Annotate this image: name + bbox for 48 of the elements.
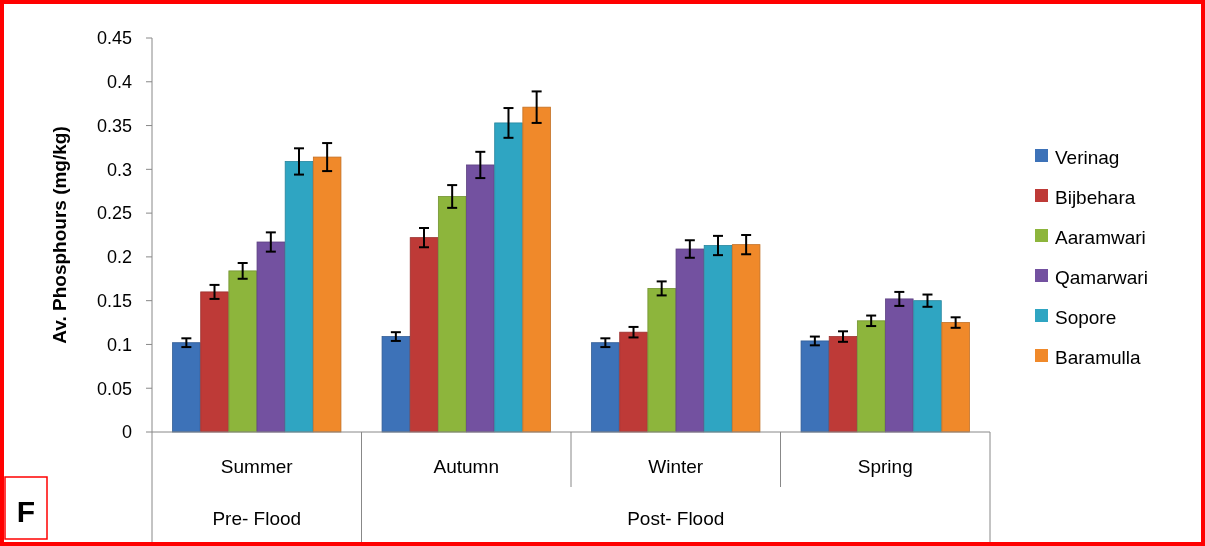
y-tick-label: 0.3 [106, 159, 132, 180]
bar [703, 245, 733, 433]
legend-label: Sopore [1055, 306, 1117, 328]
bar [494, 122, 523, 433]
bar [800, 340, 830, 433]
x-tick-label: Autumn [433, 456, 499, 477]
x-tick-label: Spring [857, 456, 913, 477]
y-tick-label: 0 [121, 422, 132, 443]
bar [885, 298, 914, 433]
legend-label: Qamarwari [1055, 266, 1148, 288]
bar [381, 336, 411, 433]
bar [619, 331, 648, 433]
bar [913, 300, 942, 433]
bar [256, 241, 286, 433]
bar [312, 156, 342, 433]
bar [591, 342, 620, 433]
legend-label: Bijbehara [1055, 186, 1136, 208]
bar [856, 320, 886, 433]
bar [437, 196, 467, 433]
y-tick-label: 0.35 [96, 115, 132, 136]
y-tick-label: 0.1 [106, 334, 132, 355]
legend-label: Aaramwari [1055, 226, 1146, 248]
bar [409, 237, 439, 433]
bar [731, 244, 761, 433]
text: F [16, 495, 36, 528]
y-tick-label: 0.4 [106, 72, 132, 93]
text: Pre- Flood [212, 508, 302, 529]
y-axis-title: Av. Phosphours (mg/kg) [49, 126, 70, 344]
y-tick-label: 0.25 [96, 203, 132, 224]
x-tick-label: Winter [648, 456, 704, 477]
bar [466, 164, 495, 433]
y-tick-label: 0.2 [106, 247, 132, 268]
bar [200, 291, 229, 433]
bar [941, 322, 970, 433]
bar [284, 161, 314, 433]
text: Post- Flood [627, 508, 725, 529]
bar [228, 270, 257, 433]
bar [522, 106, 551, 433]
y-tick-label: 0.45 [96, 28, 132, 49]
bar [172, 342, 201, 433]
legend-label: Verinag [1055, 146, 1120, 168]
legend-label: Baramulla [1055, 346, 1141, 368]
y-tick-label: 0.15 [96, 290, 132, 311]
y-tick-label: 0.05 [96, 378, 132, 399]
bar [647, 288, 676, 433]
bar [828, 336, 858, 433]
x-tick-label: Summer [220, 456, 294, 477]
bar [675, 248, 705, 433]
